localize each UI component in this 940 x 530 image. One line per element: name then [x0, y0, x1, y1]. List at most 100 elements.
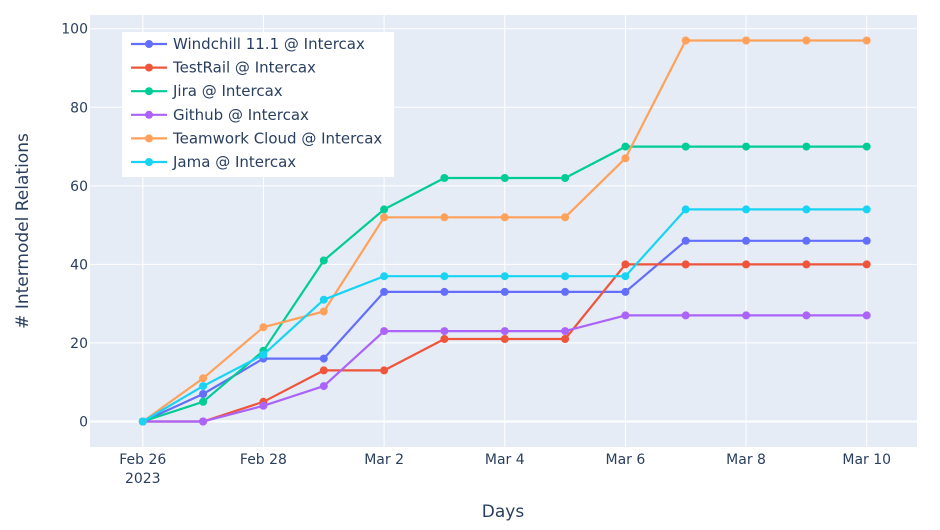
x-tick-label: Mar 2	[364, 452, 404, 468]
series-4	[138, 36, 871, 426]
legend-label: Windchill 11.1 @ Intercax	[173, 35, 365, 53]
data-point	[681, 205, 690, 214]
x-tick-label: Mar 8	[726, 452, 766, 468]
y-tick-label: 20	[70, 336, 88, 352]
data-point	[319, 354, 328, 363]
y-tick-label: 60	[70, 179, 88, 195]
x-axis-title: Days	[482, 502, 525, 522]
data-point	[621, 311, 630, 320]
data-point	[742, 36, 751, 45]
data-point	[681, 311, 690, 320]
data-point	[500, 213, 509, 222]
series-layer	[138, 36, 871, 426]
legend-item[interactable]: Jama @ Intercax	[131, 153, 296, 171]
data-point	[742, 260, 751, 269]
legend-swatch-marker	[145, 40, 153, 48]
legend-label: Github @ Intercax	[173, 106, 309, 124]
data-point	[500, 287, 509, 296]
data-point	[621, 272, 630, 281]
legend-swatch-marker	[145, 134, 153, 143]
x-tick-label: Mar 6	[606, 452, 646, 468]
data-point	[380, 366, 389, 375]
legend-swatch-marker	[145, 87, 153, 96]
data-point	[862, 311, 871, 320]
data-point	[742, 205, 751, 214]
data-point	[621, 154, 630, 163]
data-point	[802, 142, 811, 151]
data-point	[138, 417, 147, 426]
data-point	[802, 36, 811, 45]
y-tick-labels: 0 20 40 60 80 100	[61, 22, 88, 431]
data-point	[319, 366, 328, 375]
data-point	[621, 287, 630, 296]
data-point	[440, 335, 449, 343]
data-point	[681, 236, 690, 245]
x-tick-label: Feb 26	[119, 452, 166, 468]
legend-item[interactable]: Teamwork Cloud @ Intercax	[131, 129, 382, 147]
y-tick-label: 80	[70, 100, 88, 116]
data-point	[802, 236, 811, 245]
data-point	[440, 287, 449, 296]
data-point	[862, 260, 871, 269]
legend-item[interactable]: TestRail @ Intercax	[131, 59, 316, 77]
data-point	[862, 36, 871, 45]
data-point	[500, 335, 509, 343]
data-point	[259, 350, 268, 359]
data-point	[802, 205, 811, 214]
data-point	[380, 272, 389, 281]
legend-swatch-marker	[145, 110, 153, 119]
data-point	[621, 260, 630, 269]
data-point	[561, 335, 570, 343]
data-point	[319, 256, 328, 265]
legend-label: Teamwork Cloud @ Intercax	[172, 129, 382, 147]
data-point	[561, 287, 570, 296]
x-tick-sublabel: 2023	[125, 471, 161, 487]
data-point	[380, 213, 389, 222]
data-point	[742, 311, 751, 320]
legend-box	[122, 32, 394, 177]
y-axis-title: # Intermodel Relations	[13, 133, 33, 329]
data-point	[440, 272, 449, 281]
data-point	[681, 36, 690, 45]
data-point	[742, 142, 751, 151]
x-tick-labels: Feb 26 2023 Feb 28 Mar 2 Mar 4 Mar 6 Mar 8 Mar …	[119, 452, 891, 487]
legend-swatch-marker	[145, 158, 153, 166]
data-point	[199, 397, 208, 406]
legend-label: Jira @ Intercax	[172, 82, 283, 100]
legend-item[interactable]: Jira @ Intercax	[131, 82, 283, 100]
data-point	[862, 142, 871, 151]
data-point	[440, 213, 449, 222]
legend[interactable]: Windchill 11.1 @ Intercax TestRail @ Inte…	[122, 32, 394, 177]
data-point	[681, 142, 690, 151]
data-point	[561, 272, 570, 281]
data-point	[561, 327, 570, 336]
data-point	[199, 382, 208, 391]
x-tick-label: Mar 10	[842, 452, 891, 468]
legend-swatch-marker	[145, 63, 153, 72]
data-point	[259, 401, 268, 410]
y-tick-label: 100	[61, 22, 88, 38]
data-point	[500, 174, 509, 182]
data-point	[681, 260, 690, 269]
data-point	[802, 311, 811, 320]
data-point	[319, 382, 328, 391]
data-point	[500, 272, 509, 281]
y-tick-label: 40	[70, 257, 88, 273]
data-point	[561, 213, 570, 222]
data-point	[319, 295, 328, 304]
legend-item[interactable]: Github @ Intercax	[131, 106, 309, 124]
data-point	[440, 174, 449, 182]
data-point	[742, 236, 751, 245]
data-point	[621, 142, 630, 151]
data-point	[380, 205, 389, 214]
legend-item[interactable]: Windchill 11.1 @ Intercax	[131, 35, 365, 53]
legend-label: TestRail @ Intercax	[172, 59, 316, 77]
data-point	[380, 287, 389, 296]
data-point	[500, 327, 509, 336]
x-tick-label: Feb 28	[240, 452, 287, 468]
data-point	[199, 417, 208, 426]
x-tick-label: Mar 4	[485, 452, 525, 468]
y-tick-label: 0	[79, 414, 88, 430]
series-3	[138, 311, 871, 426]
